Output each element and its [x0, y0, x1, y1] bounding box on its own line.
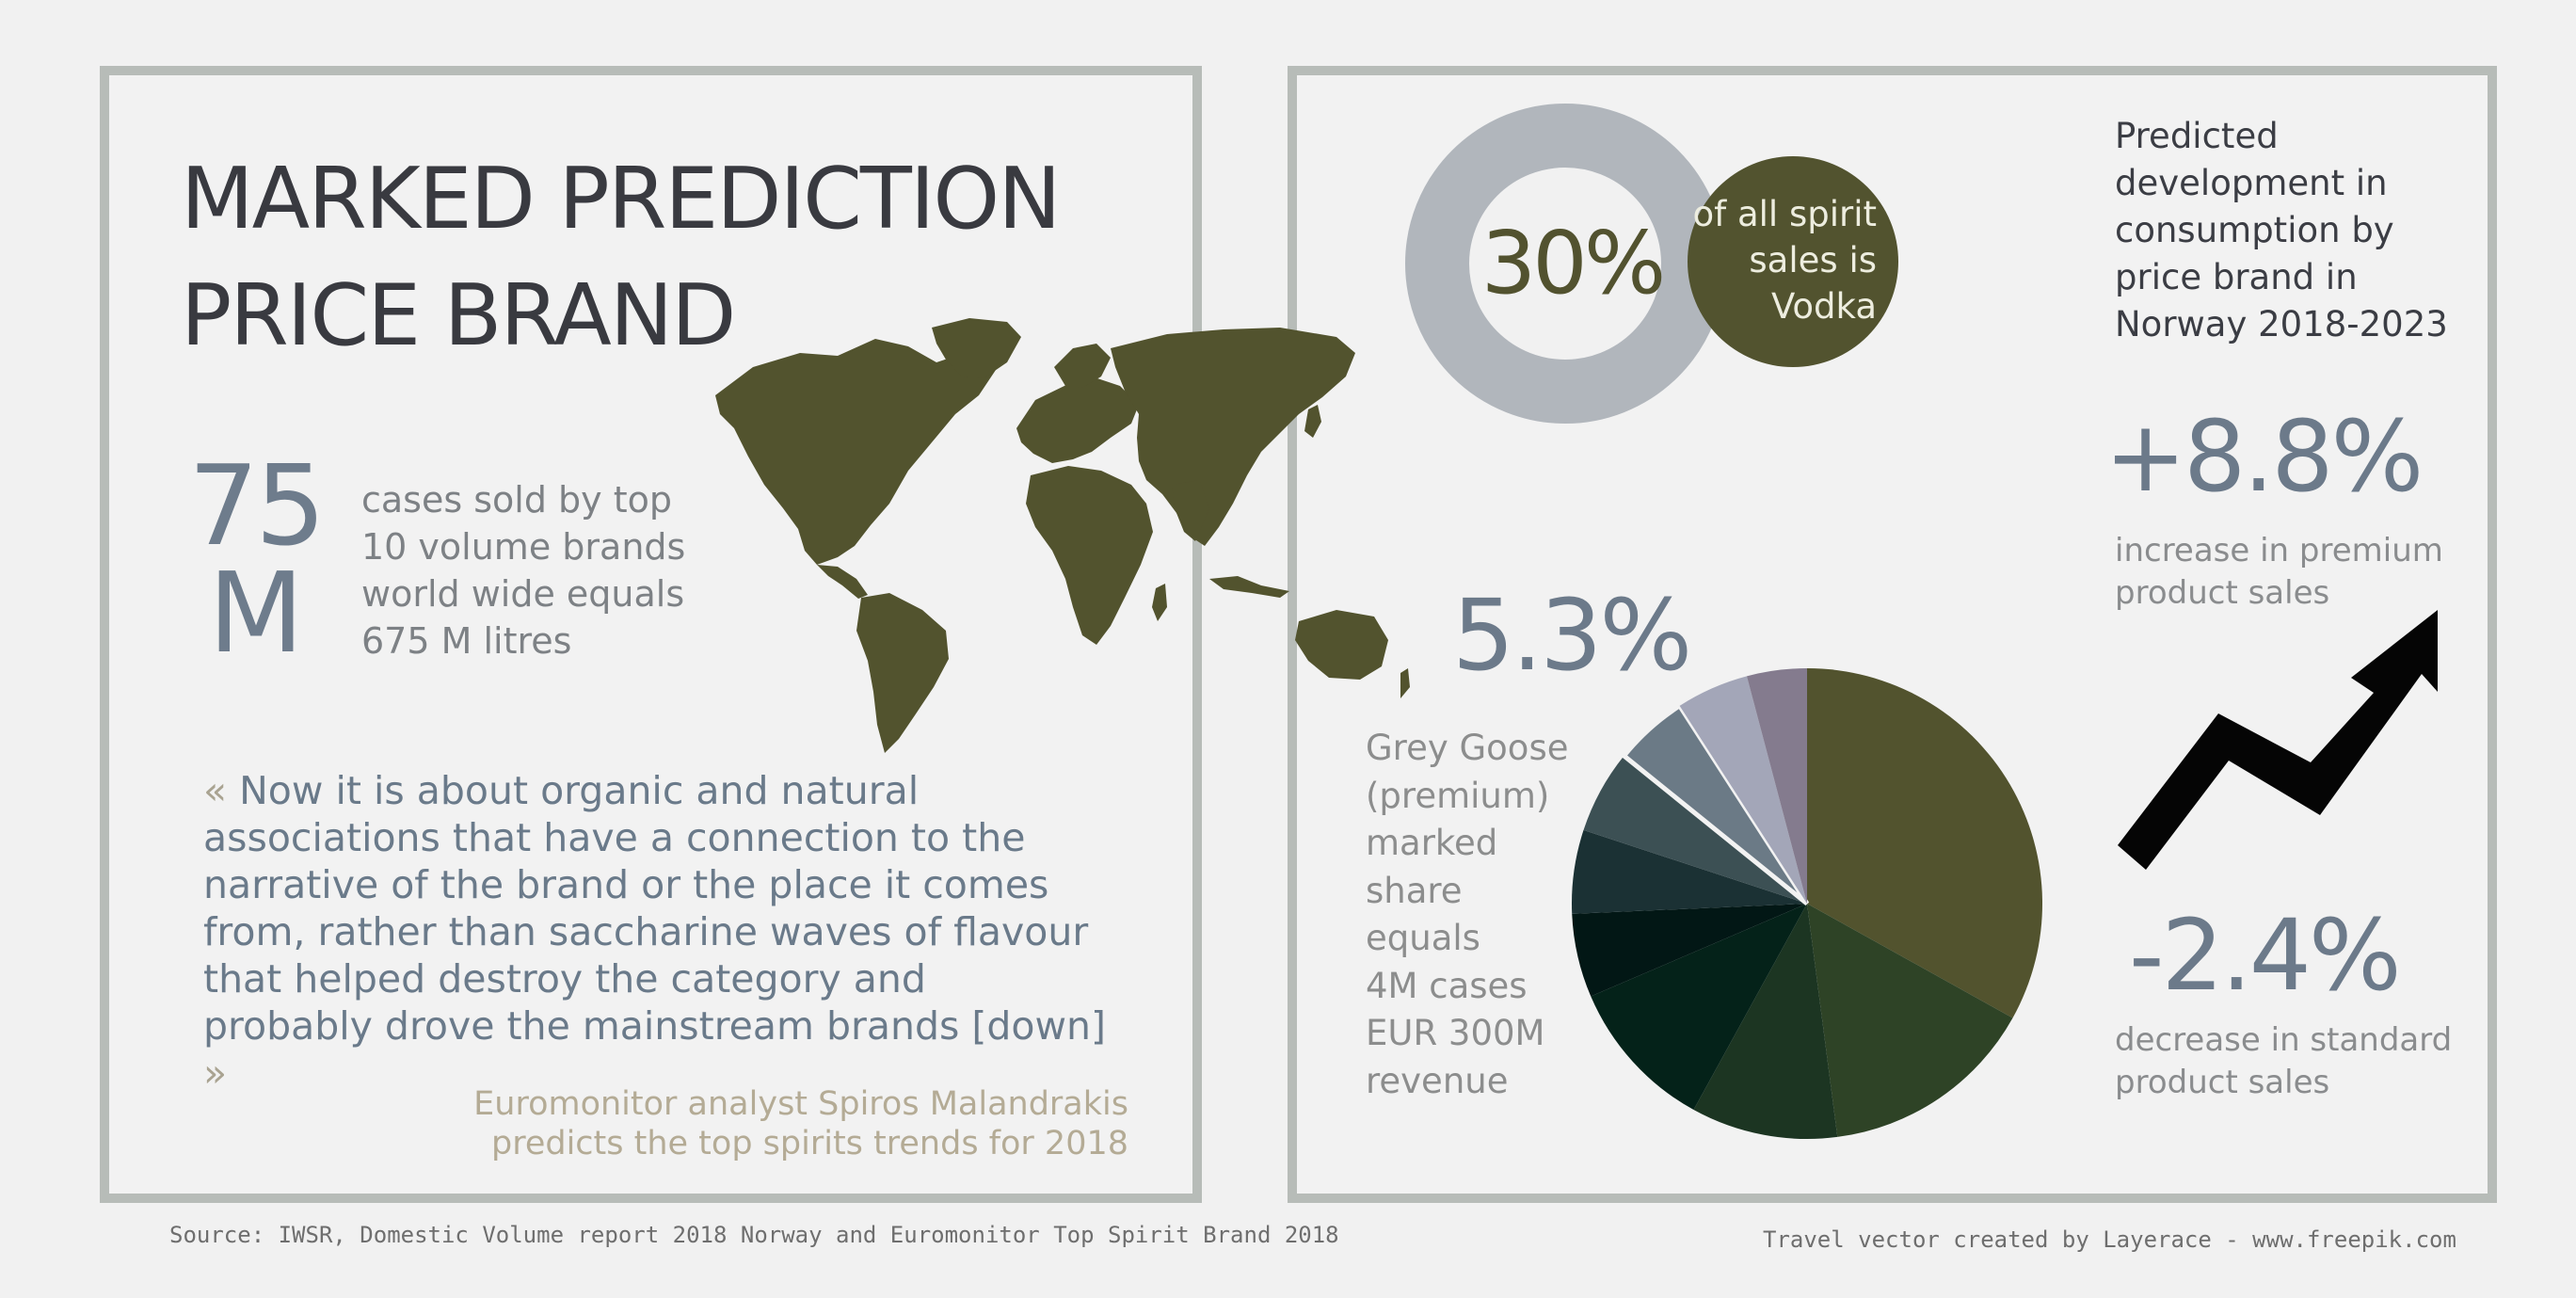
map-japan — [1304, 405, 1321, 438]
vodka-share-percent: 30% — [1480, 213, 1666, 313]
standard-label-line-2: product sales — [2115, 1064, 2330, 1101]
map-south-america — [856, 593, 949, 753]
grey-goose-caption: Grey Goose (premium) marked share equals… — [1366, 725, 1573, 1105]
volume-number-unit: M — [208, 548, 304, 678]
goose-line: (premium) — [1366, 775, 1550, 816]
trend-up-arrow-icon — [2118, 610, 2438, 870]
premium-increase-label: increase in premium product sales — [2115, 530, 2454, 615]
goose-line: Grey Goose — [1366, 728, 1569, 768]
pie-slice — [1679, 676, 1807, 904]
pie-slice — [1807, 668, 2043, 1018]
map-asia — [1111, 328, 1355, 546]
map-africa — [1026, 466, 1153, 645]
pie-slice — [1572, 829, 1807, 914]
goose-line: revenue — [1366, 1060, 1509, 1101]
pie-slice — [1572, 904, 1807, 997]
map-scandinavia — [1054, 344, 1111, 388]
map-north-america — [715, 339, 998, 565]
vodka-caption-line-3: Vodka — [1770, 286, 1877, 327]
premium-increase-value: +8.8% — [2104, 399, 2424, 514]
world-map-icon — [715, 318, 1410, 753]
premium-label-line-1: increase in premium — [2115, 532, 2443, 569]
map-greenland — [932, 318, 1021, 378]
map-india — [1172, 480, 1209, 541]
goose-line: equals — [1366, 918, 1480, 958]
attribution-line-2: predicts the top spirits trends for 2018 — [490, 1125, 1128, 1162]
pie-slice — [1693, 904, 1838, 1140]
quote-text: Now it is about organic and natural asso… — [203, 768, 1107, 1049]
vodka-caption: of all spirit sales is Vodka — [1679, 191, 1877, 329]
quote-close-mark: » — [203, 1050, 228, 1096]
volume-description: cases sold by top 10 volume brands world… — [361, 479, 686, 662]
vodka-caption-line-2: sales is — [1749, 240, 1877, 280]
analyst-quote: « Now it is about organic and natural as… — [203, 767, 1107, 1097]
source-note: Source: IWSR, Domestic Volume report 201… — [169, 1222, 1339, 1248]
attribution-line-1: Euromonitor analyst Spiros Malandrakis — [473, 1085, 1128, 1123]
standard-decrease-label: decrease in standard product sales — [2115, 1019, 2454, 1104]
vodka-circle — [1688, 156, 1898, 367]
market-share-pie-chart — [1572, 668, 2043, 1140]
goose-line: 4M cases — [1366, 965, 1528, 1006]
standard-decrease-value: -2.4% — [2129, 898, 2402, 1013]
map-new-zealand — [1400, 668, 1410, 698]
pie-slice — [1591, 904, 1807, 1111]
map-australia — [1295, 610, 1388, 680]
map-madagascar — [1152, 584, 1167, 621]
quote-open-mark: « — [203, 768, 228, 813]
quote-attribution: Euromonitor analyst Spiros Malandrakis p… — [473, 1084, 1128, 1163]
vodka-caption-line-1: of all spirit — [1692, 194, 1877, 234]
pie-slice — [1746, 668, 1807, 904]
credit-note: Travel vector created by Layerace - www.… — [1763, 1226, 2456, 1253]
premium-label-line-2: product sales — [2115, 574, 2330, 612]
map-indonesia — [1209, 576, 1289, 598]
map-europe — [1016, 377, 1139, 463]
volume-number-value: 75 — [188, 441, 326, 570]
page-title: MARKED PREDICTION PRICE BRAND — [181, 141, 1062, 375]
volume-number: 75 M — [188, 441, 326, 678]
title-line-1: MARKED PREDICTION — [181, 150, 1062, 248]
goose-line: marked — [1366, 823, 1498, 863]
pie-slice-grey-goose — [1620, 702, 1810, 905]
grey-goose-percent: 5.3% — [1452, 578, 1692, 693]
pie-slice — [1583, 755, 1807, 904]
goose-line: EUR 300M — [1366, 1013, 1545, 1053]
left-panel — [100, 66, 1202, 1203]
title-line-2: PRICE BRAND — [181, 266, 736, 365]
standard-label-line-1: decrease in standard — [2115, 1021, 2453, 1059]
pie-slice — [1807, 904, 2013, 1137]
map-central-america — [817, 565, 868, 599]
prediction-heading: Predicted development in consumption by … — [2115, 116, 2448, 345]
goose-line: share — [1366, 870, 1463, 911]
